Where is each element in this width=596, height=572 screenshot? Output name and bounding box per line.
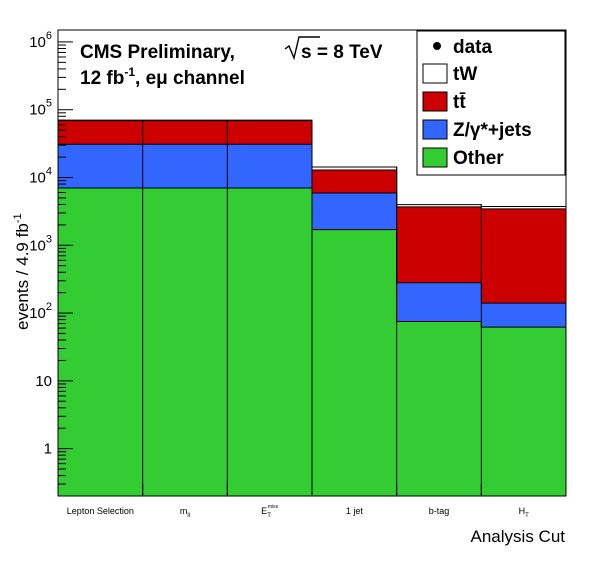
x-category-label: HT [519,506,530,519]
x-category-label: b-tag [429,506,450,516]
bar-tw-3 [312,166,397,171]
bar-zjets-0 [58,144,143,188]
bar-other-4 [396,321,482,496]
bar-other-2 [227,187,312,496]
y-axis-ticks: 1 10 102 103 104 105 106 [29,30,73,497]
y-tick-label: 104 [29,165,52,186]
bar-tt-5 [481,208,566,304]
bar-zjets-3 [312,193,397,230]
legend-swatch [422,119,448,140]
bar-tt-2 [227,120,312,145]
bar-tw-4 [396,204,482,207]
y-axis-title-main: events / 4.9 fb [13,223,32,330]
legend-items: tW tt̄ Z/γ*+jets Other [422,63,532,169]
y-tick-label: 10 [35,373,52,390]
bar-zjets-5 [481,303,566,328]
legend-swatch [422,63,448,84]
y-axis-title: events / 4.9 fb-1 [12,213,32,330]
bar-tt-1 [142,120,228,145]
x-axis-ticks: Lepton Selection mll ETmiss 1 jet b-tag HT [67,484,529,519]
bar-zjets-2 [227,144,312,188]
bar-other-1 [142,187,228,496]
x-category-label: 1 jet [346,506,364,516]
stacked-bars [58,120,566,496]
bar-tt-0 [58,120,143,145]
legend-swatch [422,147,448,168]
plot-title-line1: CMS Preliminary, [80,42,235,63]
bar-tt-4 [396,206,482,283]
bar-other-3 [312,229,397,496]
stack-outline [58,119,566,496]
legend-label: tt̄ [453,92,466,113]
plot-title-lumi: 12 fb [80,68,124,89]
bar-tw-5 [481,206,566,209]
y-tick-label: 106 [29,30,52,51]
x-category-label: Lepton Selection [67,506,134,516]
y-tick-label: 1 [44,441,52,458]
legend-data-label: data [453,37,493,58]
y-tick-label: 105 [29,98,52,119]
y-tick-label: 102 [29,301,52,322]
legend: data tW tt̄ Z/γ*+jets Other [416,30,566,176]
legend-data-marker [433,42,441,50]
legend-swatch [422,91,448,112]
legend-label: Other [453,148,504,169]
plot-title-lumi-sup: -1 [124,65,135,79]
plot-title-line2: 12 fb-1, eμ channel [80,65,245,89]
y-tick-label: 103 [29,233,52,254]
x-axis-title: Analysis Cut [471,527,566,546]
sqrt-symbol [284,36,320,61]
y-axis-title-sup: -1 [12,213,24,223]
legend-label: Z/γ*+jets [453,120,532,141]
legend-label: tW [453,64,477,85]
bar-tt-3 [312,170,397,194]
bar-zjets-4 [396,282,482,322]
bar-other-0 [58,187,143,496]
x-category-label: ETmiss [261,504,278,519]
bar-other-5 [481,327,566,496]
bar-zjets-1 [142,144,228,188]
x-category-label: mll [180,506,190,519]
plot-title-channel: , eμ channel [135,68,245,89]
plot-title-experiment: CMS Preliminary, [80,42,235,63]
plot-title-energy: s = 8 TeV [301,42,383,63]
